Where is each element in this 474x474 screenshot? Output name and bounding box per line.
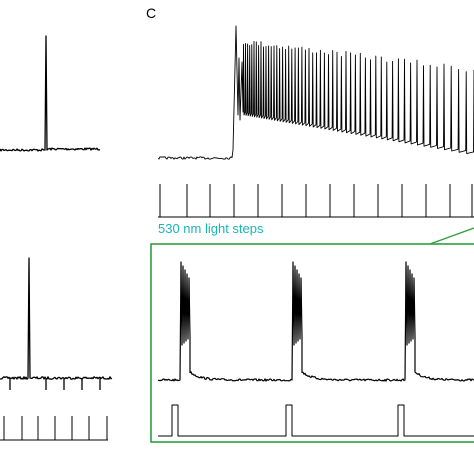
inset-frame (150, 243, 474, 443)
trace-path (0, 35, 101, 152)
stim-pulse-path (158, 404, 474, 437)
trace-path (157, 25, 474, 160)
voltage-trace-spike-train (157, 25, 474, 160)
light-steps-caption: 530 nm light steps (158, 221, 264, 236)
voltage-trace-single-spike-bottom (0, 257, 113, 390)
stimulus-pulses-inset (158, 404, 474, 437)
voltage-trace-bursts-inset (157, 261, 474, 382)
stimulus-ticks-bottom-left (0, 416, 108, 441)
trace-path (157, 261, 474, 382)
stimulus-ticks-panel-c (158, 184, 474, 218)
panel-label: C (146, 5, 157, 21)
voltage-trace-single-spike-top (0, 35, 101, 152)
trace-path (0, 257, 113, 380)
zoom-line (429, 227, 474, 245)
zoom-connector-lines (429, 227, 474, 245)
